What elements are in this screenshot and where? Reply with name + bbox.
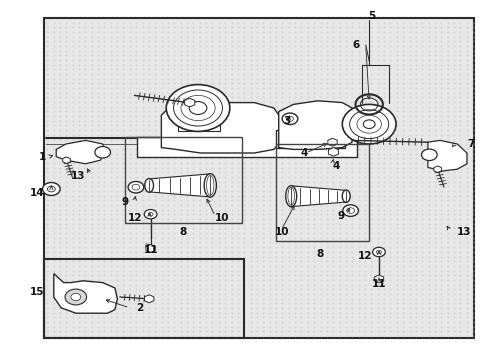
Text: 8: 8 [180, 227, 186, 237]
Polygon shape [56, 140, 105, 164]
Text: 5: 5 [367, 11, 374, 21]
Circle shape [95, 147, 110, 158]
Bar [44, 259, 244, 338]
Polygon shape [54, 274, 117, 313]
Circle shape [372, 247, 385, 257]
Polygon shape [427, 140, 466, 171]
Circle shape [421, 149, 436, 161]
Polygon shape [328, 148, 338, 156]
Polygon shape [327, 138, 337, 146]
Text: 4: 4 [332, 161, 339, 171]
Circle shape [342, 205, 358, 216]
Text: 12: 12 [128, 213, 142, 223]
Bar [178, 108, 220, 131]
Text: 10: 10 [274, 227, 289, 237]
Bar [276, 130, 344, 148]
Bar [44, 18, 473, 338]
Ellipse shape [206, 176, 214, 195]
Ellipse shape [204, 174, 216, 197]
Polygon shape [291, 186, 346, 207]
Polygon shape [149, 174, 210, 197]
Circle shape [166, 85, 229, 131]
Text: 7: 7 [466, 139, 473, 149]
Text: 11: 11 [371, 279, 386, 289]
Text: 8: 8 [316, 249, 323, 259]
Polygon shape [278, 101, 351, 149]
Text: 2: 2 [136, 303, 142, 313]
Text: 6: 6 [351, 40, 359, 50]
Text: 14: 14 [29, 188, 44, 198]
Polygon shape [184, 98, 194, 107]
Text: 1: 1 [39, 152, 46, 162]
Text: 12: 12 [357, 251, 372, 261]
Circle shape [65, 289, 86, 305]
Circle shape [189, 102, 206, 114]
Text: 11: 11 [143, 245, 158, 255]
Circle shape [144, 210, 157, 219]
Circle shape [282, 113, 297, 125]
Text: 10: 10 [215, 213, 229, 223]
Polygon shape [145, 244, 155, 252]
Bar [124, 137, 242, 223]
Circle shape [363, 120, 374, 129]
Text: 15: 15 [29, 287, 44, 297]
Bar [351, 124, 386, 139]
Ellipse shape [342, 190, 349, 202]
Ellipse shape [287, 187, 294, 205]
Circle shape [71, 293, 81, 301]
Polygon shape [161, 103, 278, 153]
Text: 9: 9 [337, 211, 344, 221]
Polygon shape [62, 157, 70, 163]
Polygon shape [144, 295, 154, 303]
Text: 3: 3 [283, 116, 290, 126]
Ellipse shape [144, 179, 153, 192]
Polygon shape [433, 166, 441, 172]
Circle shape [128, 181, 143, 193]
Text: 13: 13 [71, 171, 85, 181]
Circle shape [42, 183, 60, 195]
Circle shape [342, 104, 395, 144]
Ellipse shape [285, 186, 296, 207]
Text: 13: 13 [456, 227, 471, 237]
Polygon shape [373, 275, 383, 283]
Text: 4: 4 [300, 148, 307, 158]
Bar [276, 144, 368, 241]
Text: 9: 9 [121, 197, 128, 207]
Bar [137, 137, 356, 157]
